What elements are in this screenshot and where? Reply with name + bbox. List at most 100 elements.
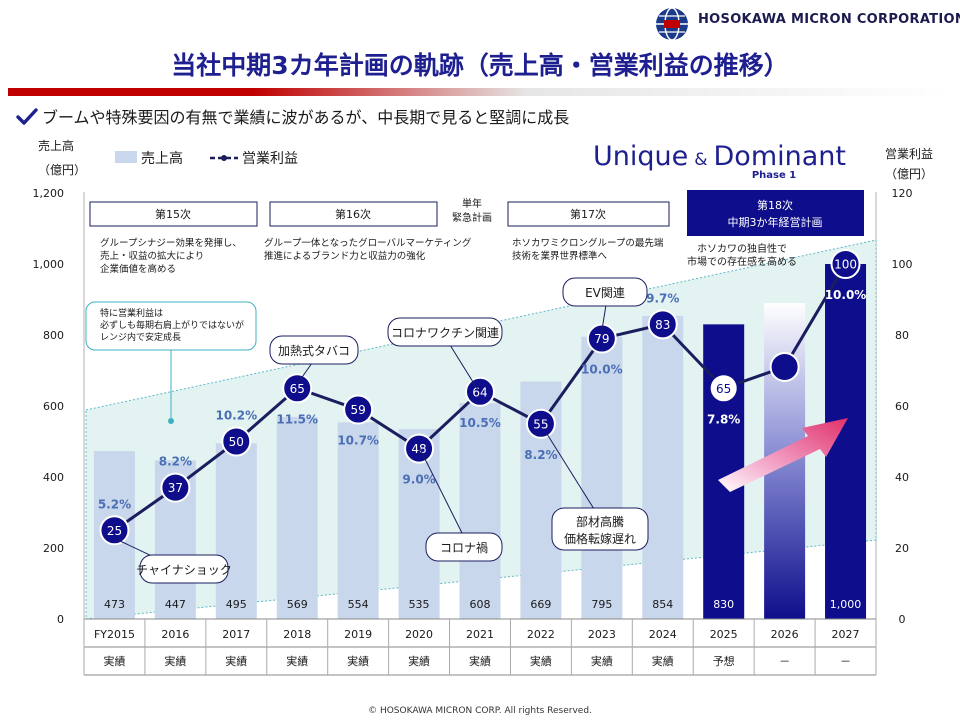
brand-text: Unique & Dominant (593, 141, 846, 172)
sales-bar-label: 535 (409, 598, 430, 611)
profit-point-marker (99, 515, 130, 546)
plan15-desc-line1: グループシナジー効果を発揮し、 (100, 237, 242, 249)
profit-margin-label: 8.2% (524, 448, 557, 462)
callout-vaccine-pointer (449, 344, 479, 391)
profit-point-label: 79 (594, 332, 609, 346)
legend-sales-label: 売上高 (141, 150, 183, 167)
left-axis-tick-label: 1,200 (33, 187, 65, 200)
callout-corona-pointer (419, 448, 463, 534)
sales-bar (337, 422, 379, 619)
callout-vaccine-text: コロナワクチン関連 (391, 326, 499, 340)
plan17-box (507, 201, 670, 227)
right-axis-tick-label: 40 (895, 471, 909, 484)
page-title: 当社中期3カ年計画の軌跡（売上高・営業利益の推移） (171, 51, 789, 80)
emergency-plan-line2: 緊急計画 (452, 211, 492, 224)
callout-corona-box (425, 532, 503, 562)
check-icon (16, 108, 38, 126)
right-axis-tick-label: 80 (895, 329, 909, 342)
callout-takaba-pointer (297, 362, 313, 384)
profit-point-marker (830, 249, 861, 279)
x-axis-tick-label: 2019 (344, 628, 372, 641)
plan18-line2: 中期3か年経営計画 (728, 215, 823, 229)
profit-margin-label: 10.2% (215, 409, 257, 423)
x-axis-tick-label: 2025 (710, 628, 738, 641)
emergency-plan-line1: 単年 (462, 197, 482, 210)
callout-parts-line2: 価格転嫁遅れ (564, 531, 636, 546)
callout-parts-pointer (546, 433, 595, 510)
profit-margin-label: 10.0% (825, 288, 867, 302)
profit-point-label: 65 (290, 382, 305, 396)
x-axis-status-label: 実績 (530, 654, 552, 668)
x-axis-tick-label: 2022 (527, 628, 555, 641)
profit-point-label: 48 (411, 442, 426, 456)
plan16-desc-line2: 推進によるブランド力と収益力の強化 (264, 250, 426, 262)
x-axis-status-label: － (779, 655, 790, 668)
sales-bar (581, 336, 623, 619)
plan15-desc-line3: 企業価値を高める (100, 263, 176, 275)
plan16-name: 第16次 (335, 207, 371, 221)
profit-point-marker (465, 376, 495, 407)
sales-bar-label: 495 (226, 598, 247, 611)
x-axis-status-label: 実績 (103, 654, 125, 668)
sales-bar (215, 443, 257, 619)
plan17-name: 第17次 (570, 207, 606, 221)
profit-margin-label: 11.5% (276, 412, 318, 426)
profit-point-label: 55 (533, 417, 548, 431)
right-axis-ticks: 0 20 40 60 80 100 120 (892, 187, 913, 626)
brand-unique: Unique (593, 141, 688, 172)
left-axis-tick-label: 600 (43, 400, 64, 413)
sales-bar-label: 569 (287, 598, 308, 611)
legend-profit-marker (221, 155, 227, 161)
copyright: © HOSOKAWA MICRON CORP. All rights Reser… (368, 706, 592, 716)
profit-margin-label: 10.0% (581, 363, 623, 377)
callout-ev-pointer (600, 304, 607, 337)
x-axis-status-label: 実績 (408, 654, 430, 668)
x-axis-status-label: 実績 (225, 654, 247, 668)
plan17-desc-line1: ホソカワミクロングループの最先端 (512, 237, 664, 249)
subtitle: ブームや特殊要因の有無で業績に波があるが、中長期で見ると堅調に成長 (16, 104, 569, 128)
profit-margin-label: 10.5% (459, 416, 501, 430)
sales-bar-label: 669 (530, 598, 551, 611)
plan16-box (269, 201, 438, 227)
profit-point-marker (404, 433, 435, 464)
profit-point-marker (769, 351, 800, 382)
profit-point-label: 65 (716, 382, 731, 396)
right-axis-tick-label: 20 (895, 542, 909, 555)
band-note-line1: 特に営業利益は (100, 307, 163, 319)
left-axis-tick-label: 0 (57, 613, 64, 626)
company-name: HOSOKAWA MICRON CORPORATION (698, 12, 960, 27)
profit-point-label: 25 (107, 524, 122, 538)
sales-bar (276, 417, 318, 619)
profit-margin-label: 8.2% (159, 455, 192, 469)
x-axis-tick-label: 2018 (283, 628, 311, 641)
profit-point-label: 64 (472, 385, 487, 399)
globe-logo-icon (654, 6, 690, 42)
band-note-line3: レンジ内で安定成長 (100, 331, 181, 343)
company-name-suffix: CORPORATION (852, 12, 960, 27)
left-axis-tick-label: 400 (43, 471, 64, 484)
x-axis-status-label: 予想 (713, 654, 735, 668)
profit-point-marker (586, 323, 617, 354)
legend-sales-swatch (115, 151, 137, 163)
plan15-name: 第15次 (155, 207, 191, 221)
x-axis-tick-label: 2026 (771, 628, 799, 641)
x-axis-status-label: 実績 (469, 654, 491, 668)
x-axis-tick-label: 2024 (649, 628, 677, 641)
x-axis-tick-label: 2027 (832, 628, 860, 641)
sales-bar-label: 854 (652, 598, 673, 611)
x-axis-status-label: 実績 (652, 654, 674, 668)
profit-point-marker (343, 394, 374, 425)
plan16-desc-line1: グループ一体となったグローバルマーケティング (264, 237, 472, 249)
sales-bar-label: 608 (470, 598, 491, 611)
profit-margin-label: 5.2% (98, 497, 131, 511)
x-axis-tick-label: 2016 (161, 628, 189, 641)
profit-point-marker (221, 426, 252, 457)
left-axis-tick-label: 1,000 (33, 258, 65, 271)
company-name-micron: MICRON (790, 12, 853, 27)
x-axis-status-label: － (840, 655, 851, 668)
left-axis-tick-label: 200 (43, 542, 64, 555)
x-axis-tick-label: 2021 (466, 628, 494, 641)
callout-china-text: チャイナショック (136, 563, 232, 577)
right-axis-tick-label: 0 (899, 613, 906, 626)
callout-takaba-text: 加熱式タバコ (278, 344, 350, 358)
